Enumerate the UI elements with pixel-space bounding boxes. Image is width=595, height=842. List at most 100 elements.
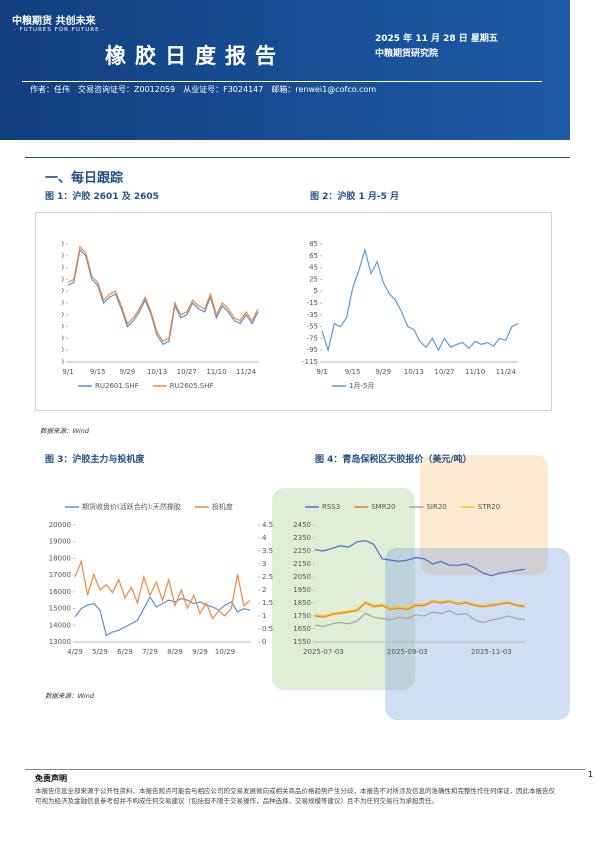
x-tick-label: 7/29: [142, 648, 158, 656]
x-tick-label: 6/29: [117, 648, 133, 656]
y2-tick-label: 3: [262, 560, 266, 568]
source-note: 数据来源：Wind: [45, 692, 94, 700]
y-tick-label: 16300: [42, 252, 64, 260]
top-rule: [25, 157, 570, 158]
y-tick-label: 85: [309, 240, 318, 248]
series-line: [314, 539, 526, 577]
y-tick-label: 14700: [42, 346, 64, 354]
legend-label: RU2601.SHF: [95, 382, 139, 390]
y-tick-label: 1550: [293, 638, 311, 646]
figure-caption: 图 2：沪胶 1 月-5 月: [310, 192, 400, 202]
y2-tick-label: 1: [262, 612, 266, 620]
y2-tick-label: 3.5: [262, 547, 273, 555]
page-number: 1: [588, 770, 594, 779]
y-tick-label: 25: [309, 275, 318, 283]
x-tick-label: 9/15: [90, 368, 106, 376]
y-tick-label: -55: [307, 323, 318, 331]
legend-label: STR20: [478, 503, 501, 511]
x-tick-label: 2025-07-03: [303, 648, 344, 656]
series-line: [314, 610, 526, 628]
x-tick-label: 9/29: [120, 368, 136, 376]
y-tick-label: 1950: [293, 586, 311, 594]
y2-tick-label: 0.5: [262, 625, 273, 633]
y-tick-label: 17000: [49, 571, 71, 579]
y-tick-label: 15900: [42, 275, 64, 283]
legend-label: 1月-5月: [349, 382, 374, 390]
y-tick-label: 20000: [49, 521, 71, 529]
x-tick-label: 8/29: [167, 648, 183, 656]
x-tick-label: 2025-09-03: [387, 648, 428, 656]
x-tick-label: 4/29: [67, 648, 83, 656]
series-line: [67, 245, 259, 343]
y-tick-label: 1650: [293, 625, 311, 633]
legend-label: 期货收盘价(活跃合约):天然橡胶: [82, 502, 181, 511]
institute: 中粮期货研究院: [375, 49, 439, 59]
legend-label: 投机度: [212, 502, 233, 511]
y-tick-label: 2250: [293, 547, 311, 555]
x-tick-label: 9/29: [375, 368, 391, 376]
y-tick-label: 15100: [42, 323, 64, 331]
y-tick-label: 15700: [42, 287, 64, 295]
x-tick-label: 10/13: [404, 368, 424, 376]
y-tick-label: -75: [307, 334, 318, 342]
y-tick-label: -35: [307, 311, 318, 319]
y-tick-label: -115: [302, 358, 318, 366]
x-tick-label: 10/29: [215, 648, 235, 656]
x-tick-label: 10/27: [177, 368, 197, 376]
x-tick-label: 9/1: [316, 368, 327, 376]
y2-tick-label: 2.5: [262, 573, 273, 581]
y-tick-label: 14000: [49, 621, 71, 629]
y-tick-label: 65: [309, 252, 318, 260]
y2-tick-label: 4: [262, 534, 267, 542]
y-tick-label: 18000: [49, 554, 71, 562]
y-tick-label: -95: [307, 346, 318, 354]
logo-cn: 中粮期货 共创未来: [12, 16, 96, 27]
figure-caption: 图 1：沪胶 2601 及 2605: [45, 192, 159, 202]
figure-caption: 图 3：沪胶主力与投机度: [45, 455, 145, 465]
y-tick-label: 19000: [49, 538, 71, 546]
series-line: [314, 601, 526, 618]
x-tick-label: 5/29: [92, 648, 108, 656]
header-band: [0, 0, 570, 140]
y2-tick-label: 1.5: [262, 599, 273, 607]
series-line: [67, 248, 259, 346]
y-tick-label: 2150: [293, 560, 311, 568]
x-tick-label: 9/29: [192, 648, 208, 656]
legend-label: RSS3: [322, 503, 340, 511]
deco-yellow: [420, 455, 548, 575]
x-tick-label: 9/15: [345, 368, 361, 376]
x-tick-label: 11/24: [236, 368, 257, 376]
chart: 14500 14700 14900 15100 15300 15500 15700 15900…: [42, 240, 259, 390]
x-tick-label: 11/10: [206, 368, 226, 376]
y-tick-label: 16000: [49, 588, 71, 596]
y-tick-label: 2050: [293, 573, 311, 581]
x-tick-label: 10/27: [434, 368, 454, 376]
figure-frame: [35, 212, 552, 411]
y-tick-label: -15: [307, 299, 318, 307]
x-tick-label: 11/10: [465, 368, 485, 376]
legend-label: SMR20: [371, 503, 395, 511]
footer-rule: [25, 769, 585, 770]
logo-en: · FUTURES FOR FUTURE ·: [14, 27, 106, 33]
y-tick-label: 16100: [42, 264, 64, 272]
report-title: 橡胶日度报告: [105, 44, 285, 68]
deco-blue: [385, 548, 570, 720]
series-line: [74, 595, 251, 637]
disclaimer: 本报告信息全部来源于公开性资料，本报告观点可能会与相应公司的交易发展倾向或相关商…: [35, 787, 555, 805]
y2-tick-label: 4.5: [262, 521, 273, 529]
y-tick-label: 2450: [293, 521, 311, 529]
y2-tick-label: 0: [262, 638, 266, 646]
y-tick-label: 14900: [42, 334, 64, 342]
chart: 13000 14000 15000 16000 17000 18000 19000 20000…: [49, 502, 273, 656]
y-tick-label: 15500: [42, 299, 64, 307]
y-tick-label: 2350: [293, 534, 311, 542]
legend-label: SIR20: [426, 503, 446, 511]
author-line: 作者：任伟 交易咨询证号：Z0012059 从业证号：F3024147 邮箱：r…: [30, 85, 377, 94]
series-line: [314, 599, 526, 617]
x-tick-label: 10/13: [147, 368, 167, 376]
source-note: 数据来源：Wind: [40, 427, 89, 435]
y-tick-label: 13000: [49, 638, 71, 646]
report-date: 2025 年 11 月 28 日 星期五: [375, 34, 498, 44]
